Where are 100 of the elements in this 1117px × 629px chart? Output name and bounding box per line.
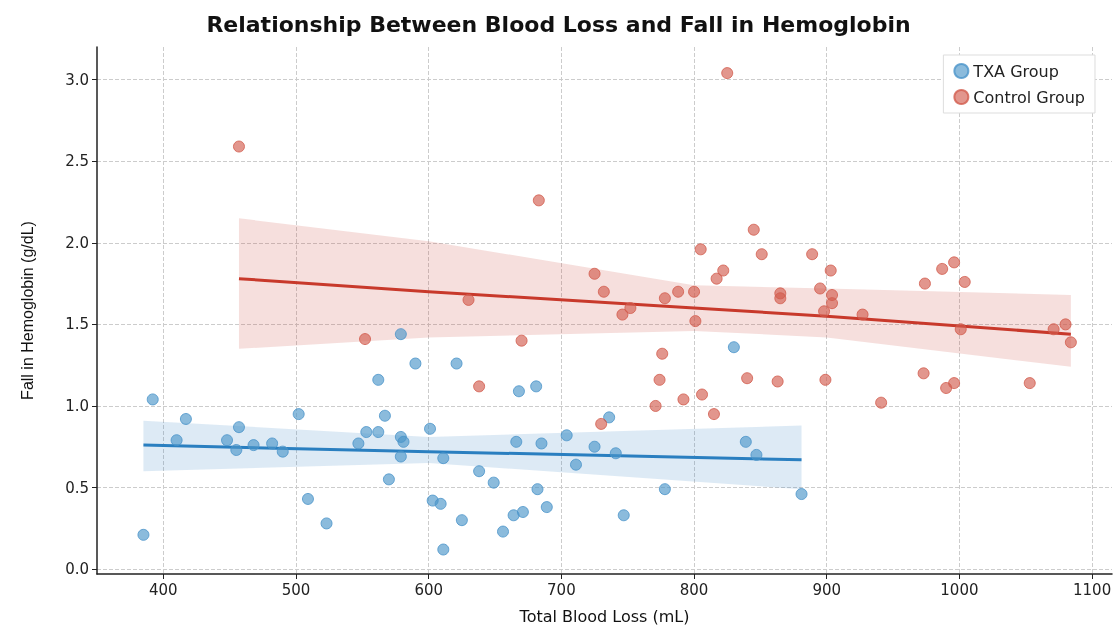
y-tick-label: 3.0 (65, 70, 89, 89)
point (595, 417, 608, 430)
point (677, 393, 690, 406)
point (739, 435, 752, 448)
point (510, 435, 523, 448)
point (497, 525, 509, 538)
point (560, 429, 573, 442)
point (397, 435, 410, 448)
point (824, 264, 837, 277)
point (774, 292, 787, 305)
point (540, 501, 553, 514)
point (656, 347, 669, 360)
point (320, 517, 333, 530)
point (535, 437, 548, 450)
point (569, 458, 582, 471)
point (473, 465, 486, 478)
point (352, 437, 365, 450)
point (940, 382, 953, 394)
y-tick-label: 0.0 (65, 560, 89, 579)
point (487, 476, 500, 489)
point (247, 439, 260, 452)
x-tick-label: 700 (547, 580, 576, 599)
point (1047, 323, 1060, 336)
legend-label: Control Group (973, 87, 1086, 107)
legend-label: TXA Group (972, 61, 1059, 81)
point (588, 267, 601, 280)
point (532, 194, 545, 207)
point (717, 264, 730, 277)
point (146, 393, 159, 406)
point (696, 388, 709, 401)
point (875, 396, 888, 409)
x-tick-label: 800 (679, 580, 709, 599)
point (170, 434, 183, 447)
point (221, 434, 234, 447)
point (707, 408, 720, 421)
point (1064, 336, 1077, 349)
chart-title: Relationship Between Blood Loss and Fall in Hemoglobin (206, 11, 911, 37)
point (512, 385, 525, 398)
x-tick-label: 900 (812, 580, 842, 599)
point (948, 256, 961, 269)
point (818, 305, 831, 318)
point (658, 292, 671, 305)
y-tick-label: 1.0 (65, 396, 89, 415)
point (394, 328, 407, 341)
point (455, 514, 468, 527)
y-tick-label: 1.5 (65, 315, 89, 334)
point (694, 243, 707, 256)
point (917, 367, 930, 380)
point (462, 293, 475, 306)
point (747, 223, 760, 236)
point (437, 543, 450, 556)
point (507, 509, 520, 522)
point (954, 323, 967, 336)
point (918, 277, 931, 290)
point (450, 357, 463, 370)
point (276, 445, 289, 458)
point (658, 483, 671, 496)
point (378, 409, 391, 422)
point (230, 444, 243, 456)
point (958, 275, 971, 288)
point (359, 333, 372, 346)
x-tick-label: 600 (414, 580, 444, 599)
point (672, 285, 685, 298)
point (948, 377, 961, 390)
point (437, 452, 450, 465)
y-axis-title: Fall in Hemoglobin (g/dL) (18, 221, 36, 400)
point (137, 528, 150, 541)
y-tick-label: 2.0 (65, 233, 89, 252)
x-tick-label: 1100 (1073, 580, 1112, 599)
point (372, 426, 385, 439)
point (179, 413, 192, 425)
point (360, 426, 373, 439)
point (617, 509, 630, 522)
point (616, 308, 629, 321)
point (819, 373, 832, 386)
point (382, 473, 395, 486)
point (301, 492, 314, 505)
point (232, 140, 245, 153)
point (936, 262, 949, 275)
point (624, 302, 637, 315)
point (531, 483, 544, 496)
point (710, 272, 723, 285)
point (515, 334, 528, 347)
x-tick-label: 500 (281, 580, 311, 599)
point (266, 437, 279, 450)
point (653, 373, 666, 386)
point (750, 448, 763, 461)
point (689, 315, 702, 328)
point (721, 67, 734, 80)
point (473, 380, 486, 393)
point (372, 373, 385, 386)
point (292, 408, 305, 421)
point (771, 375, 784, 388)
x-tick-label: 400 (149, 580, 178, 599)
point (409, 357, 422, 370)
point (394, 450, 407, 463)
point (1023, 377, 1036, 390)
point (232, 421, 245, 434)
point (856, 308, 869, 321)
point (434, 497, 447, 510)
